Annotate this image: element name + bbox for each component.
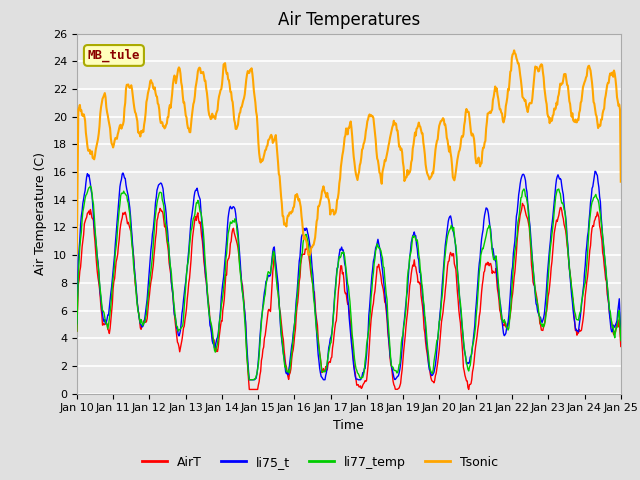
Title: Air Temperatures: Air Temperatures: [278, 11, 420, 29]
Y-axis label: Air Temperature (C): Air Temperature (C): [35, 152, 47, 275]
Text: MB_tule: MB_tule: [88, 49, 140, 62]
X-axis label: Time: Time: [333, 419, 364, 432]
Legend: AirT, li75_t, li77_temp, Tsonic: AirT, li75_t, li77_temp, Tsonic: [138, 451, 502, 474]
